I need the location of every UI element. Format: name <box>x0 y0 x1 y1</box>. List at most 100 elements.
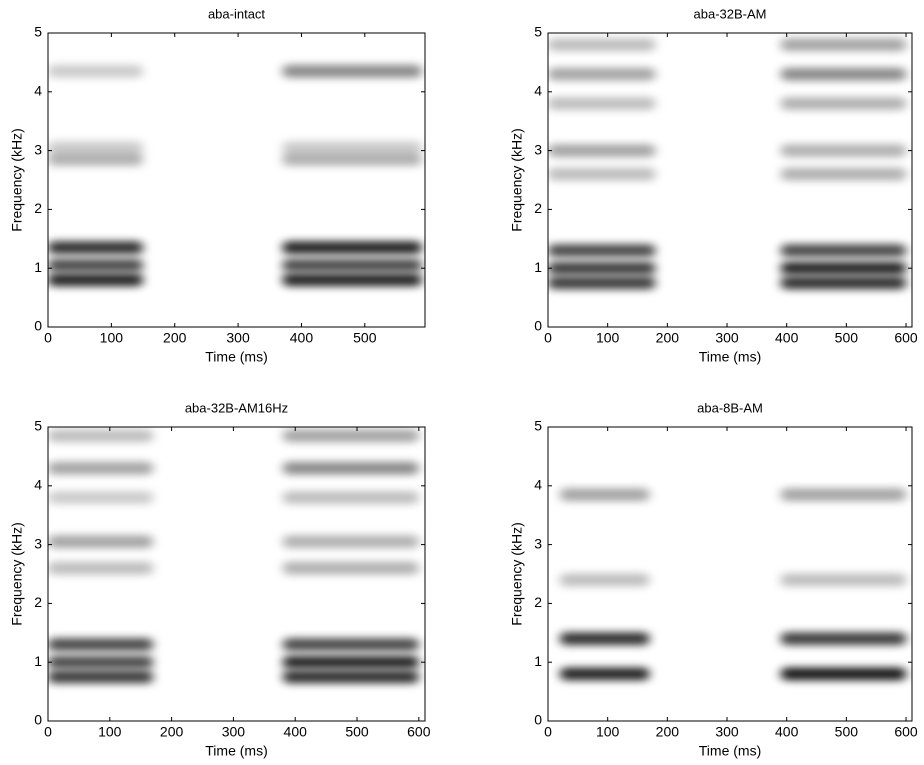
x-tick-label: 100 <box>596 724 620 740</box>
x-tick-label: 600 <box>894 724 918 740</box>
x-tick-label: 300 <box>226 330 250 346</box>
x-tick-label: 100 <box>596 330 620 346</box>
y-tick-label: 2 <box>34 594 42 610</box>
y-tick-label: 5 <box>534 418 542 434</box>
x-tick-label: 0 <box>544 724 552 740</box>
y-tick-label: 2 <box>534 594 542 610</box>
x-tick-label: 400 <box>775 330 799 346</box>
band <box>780 67 907 81</box>
x-tick-label: 100 <box>100 330 124 346</box>
band <box>780 573 907 587</box>
band <box>48 461 154 475</box>
plot-area <box>48 33 425 327</box>
band <box>548 261 656 275</box>
y-tick-label: 5 <box>34 418 42 434</box>
x-tick-label: 300 <box>715 330 739 346</box>
x-tick-label: 500 <box>835 724 859 740</box>
x-axis-label: Time (ms) <box>205 349 267 365</box>
band <box>559 632 650 646</box>
y-axis-label: Frequency (kHz) <box>509 522 525 625</box>
x-tick-label: 200 <box>656 330 680 346</box>
band <box>48 241 144 255</box>
band <box>282 561 419 575</box>
band <box>282 491 419 505</box>
x-tick-label: 300 <box>715 724 739 740</box>
band <box>48 535 154 549</box>
x-tick-label: 600 <box>407 724 431 740</box>
x-axis-label: Time (ms) <box>699 349 761 365</box>
band <box>548 97 656 111</box>
band <box>548 38 656 52</box>
band <box>282 670 419 684</box>
x-axis-label: Time (ms) <box>205 743 267 759</box>
panel: 0 100 200 300 400 500 600 0 1 2 3 4 5 aba-8B-AM Time (… <box>509 400 918 758</box>
panel: 0 100 200 300 400 500 600 0 1 2 3 4 5 aba-32B-AM16Hz T… <box>9 400 431 758</box>
band <box>48 64 144 78</box>
band <box>780 144 907 158</box>
plot-area <box>548 427 912 721</box>
x-tick-label: 200 <box>160 724 184 740</box>
x-tick-label: 0 <box>44 330 52 346</box>
x-tick-label: 500 <box>353 330 377 346</box>
chart-title: aba-32B-AM <box>694 6 767 21</box>
band <box>48 141 144 155</box>
band <box>780 38 907 52</box>
band <box>48 638 154 652</box>
axes-box <box>547 426 913 722</box>
plot-area <box>548 33 912 327</box>
y-axis-label: Frequency (kHz) <box>9 128 25 231</box>
y-tick-label: 4 <box>34 83 42 99</box>
band <box>48 491 154 505</box>
band <box>48 561 154 575</box>
band <box>282 535 419 549</box>
y-tick-label: 2 <box>34 200 42 216</box>
y-tick-label: 5 <box>534 24 542 40</box>
y-tick-label: 3 <box>34 141 42 157</box>
band <box>282 152 422 166</box>
x-tick-label: 100 <box>98 724 122 740</box>
x-axis-label: Time (ms) <box>699 743 761 759</box>
chart-title: aba-32B-AM16Hz <box>185 400 288 415</box>
y-tick-label: 4 <box>534 477 542 493</box>
band <box>282 64 422 78</box>
y-tick-label: 1 <box>34 259 42 275</box>
y-tick-label: 3 <box>34 535 42 551</box>
band <box>48 152 144 166</box>
chart-title: aba-8B-AM <box>697 400 763 415</box>
x-tick-label: 600 <box>894 330 918 346</box>
band <box>282 638 419 652</box>
y-tick-label: 5 <box>34 24 42 40</box>
band <box>548 167 656 181</box>
chart-title: aba-intact <box>208 6 265 21</box>
x-tick-label: 0 <box>44 724 52 740</box>
plot-area <box>48 427 425 721</box>
y-tick-label: 1 <box>534 653 542 669</box>
band <box>282 241 422 255</box>
band <box>559 573 650 587</box>
band <box>548 276 656 290</box>
y-tick-label: 0 <box>34 712 42 728</box>
band <box>282 655 419 669</box>
band <box>282 273 422 287</box>
band <box>780 167 907 181</box>
y-tick-label: 1 <box>534 259 542 275</box>
y-tick-label: 0 <box>534 712 542 728</box>
x-tick-label: 400 <box>284 724 308 740</box>
band <box>780 276 907 290</box>
panel: 0 100 200 300 400 500 600 0 1 2 3 4 5 aba-32B-AM Time … <box>509 6 918 364</box>
band <box>48 258 144 272</box>
y-tick-label: 3 <box>534 535 542 551</box>
band <box>282 429 419 443</box>
x-tick-label: 400 <box>775 724 799 740</box>
band <box>48 429 154 443</box>
band <box>780 97 907 111</box>
x-tick-label: 400 <box>290 330 314 346</box>
band <box>780 632 907 646</box>
band <box>780 261 907 275</box>
x-tick-label: 500 <box>345 724 369 740</box>
y-axis-label: Frequency (kHz) <box>509 128 525 231</box>
y-tick-label: 0 <box>34 318 42 334</box>
band <box>559 667 650 681</box>
x-tick-label: 0 <box>544 330 552 346</box>
